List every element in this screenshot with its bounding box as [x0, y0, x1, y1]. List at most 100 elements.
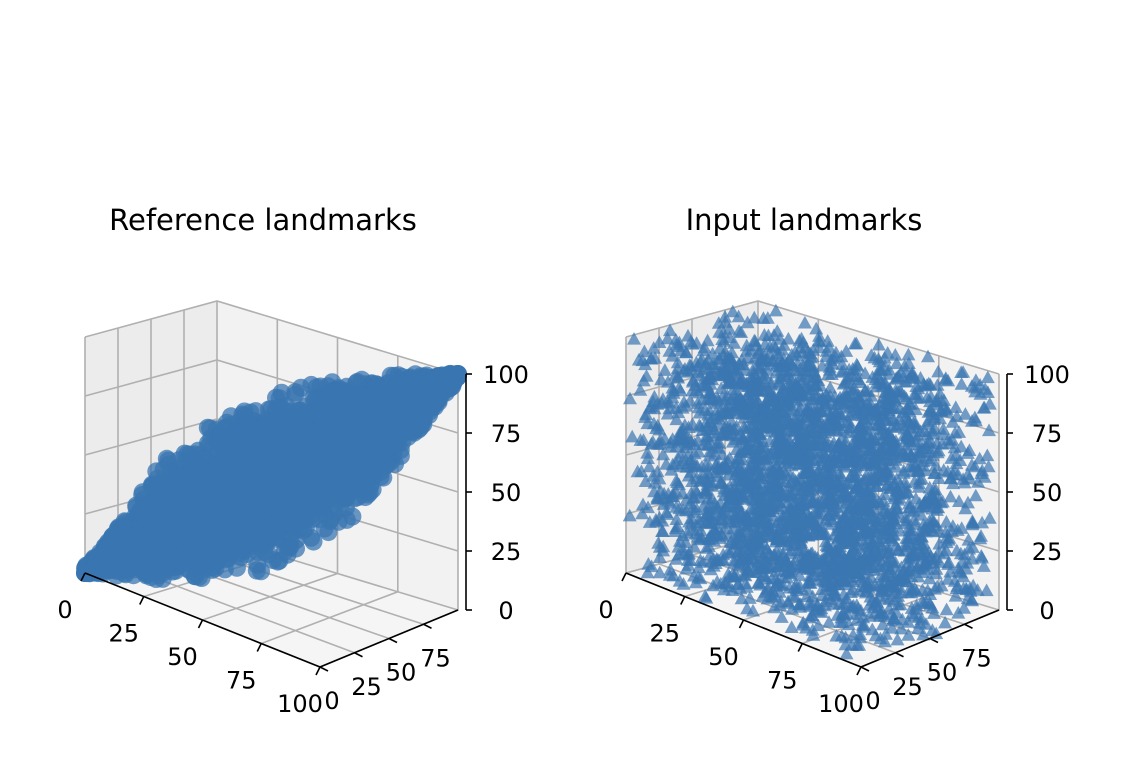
data-point	[342, 477, 361, 496]
data-point	[241, 403, 260, 422]
data-point	[668, 332, 683, 346]
data-point	[951, 606, 966, 619]
data-point	[650, 464, 665, 478]
data-point	[178, 550, 197, 568]
data-point	[269, 522, 288, 541]
data-point	[822, 340, 836, 353]
y-tick-label: 0	[324, 687, 339, 715]
data-point	[962, 443, 977, 456]
data-point	[660, 331, 675, 345]
data-point	[668, 524, 683, 537]
data-point	[720, 545, 735, 558]
data-point	[367, 375, 386, 394]
data-point	[203, 440, 222, 459]
x-tick-label: 100	[277, 690, 323, 718]
data-point	[852, 638, 867, 651]
data-point	[888, 348, 903, 361]
scatter-points	[622, 303, 997, 660]
x-tick-mark	[256, 643, 262, 652]
y-tick-mark	[319, 666, 329, 672]
data-point	[849, 336, 864, 350]
data-point	[893, 597, 908, 611]
data-point	[669, 512, 684, 525]
data-point	[371, 462, 390, 481]
data-point	[947, 440, 962, 454]
data-point	[948, 400, 963, 413]
data-point	[981, 459, 996, 473]
data-point	[627, 332, 641, 345]
data-point	[325, 483, 344, 502]
data-point	[927, 606, 941, 619]
data-point	[908, 434, 923, 448]
data-point	[391, 390, 410, 409]
data-point	[343, 507, 362, 526]
data-point	[974, 549, 989, 562]
data-point	[838, 630, 853, 644]
data-point	[976, 559, 991, 572]
data-point	[207, 420, 226, 439]
x-tick-mark	[139, 596, 145, 605]
data-point	[271, 483, 290, 501]
data-point	[691, 444, 706, 458]
data-point	[656, 447, 671, 461]
data-point	[979, 583, 994, 597]
data-point	[144, 521, 163, 540]
y-tick-mark	[388, 637, 398, 644]
data-point	[930, 488, 945, 501]
data-point	[644, 399, 659, 413]
data-point	[292, 401, 311, 420]
data-point	[683, 496, 698, 510]
y-tick-label: 50	[386, 659, 417, 687]
x-tick-mark	[80, 572, 86, 582]
data-point	[835, 357, 850, 370]
data-point	[818, 594, 833, 608]
data-point	[652, 565, 667, 579]
data-point	[303, 448, 322, 467]
data-point	[642, 459, 657, 473]
data-point	[691, 560, 706, 574]
data-point	[914, 508, 929, 521]
data-point	[806, 391, 820, 405]
x-tick-mark	[315, 666, 321, 676]
data-point	[399, 406, 418, 425]
data-point	[171, 472, 190, 491]
data-point	[304, 532, 323, 551]
data-point	[939, 602, 954, 616]
data-point	[980, 385, 995, 398]
data-point	[670, 355, 685, 369]
z-tick-label: 25	[491, 538, 522, 566]
data-point	[378, 414, 397, 433]
data-point	[349, 414, 368, 433]
data-point	[152, 491, 171, 510]
data-point	[337, 385, 356, 404]
data-point	[905, 365, 920, 379]
data-point	[731, 544, 746, 558]
data-point	[693, 553, 708, 566]
data-point	[253, 420, 272, 439]
data-point	[916, 536, 931, 549]
data-point	[208, 514, 227, 533]
data-point	[418, 379, 436, 398]
data-point	[671, 339, 686, 353]
data-point	[877, 634, 892, 648]
data-point	[638, 474, 653, 487]
data-point	[951, 467, 966, 481]
data-point	[740, 315, 755, 329]
data-point	[234, 502, 252, 521]
data-point	[982, 423, 996, 437]
data-point	[968, 459, 982, 473]
data-point	[192, 551, 211, 570]
data-point	[792, 597, 807, 611]
data-point	[930, 378, 945, 391]
data-point	[938, 615, 953, 629]
data-point	[900, 574, 914, 588]
data-point	[202, 484, 220, 503]
data-point	[829, 345, 843, 359]
data-point	[169, 502, 188, 521]
data-point	[954, 377, 969, 390]
data-point	[663, 440, 678, 453]
data-point	[943, 489, 958, 503]
y-tick-label: 75	[420, 644, 451, 672]
data-point	[890, 632, 905, 646]
